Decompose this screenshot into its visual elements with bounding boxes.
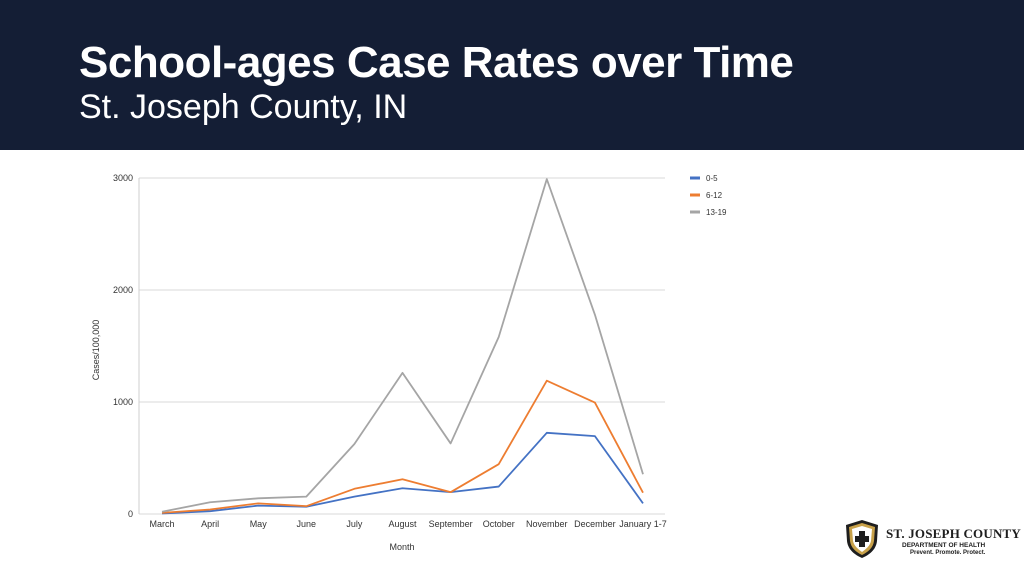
legend-label: 13-19 bbox=[706, 208, 727, 217]
x-tick-label: April bbox=[201, 519, 219, 529]
legend-label: 0-5 bbox=[706, 174, 718, 183]
series-line-13-19 bbox=[161, 178, 644, 513]
legend-label: 6-12 bbox=[706, 191, 723, 200]
grid-lines bbox=[138, 177, 665, 515]
x-tick-label: January 1-7 bbox=[619, 519, 667, 529]
series-line-6-12 bbox=[161, 379, 644, 514]
x-tick-label: December bbox=[574, 519, 616, 529]
y-tick-label: 0 bbox=[128, 509, 133, 519]
x-axis-ticks: March April May June July August September Octo… bbox=[149, 519, 666, 529]
x-axis-title: Month bbox=[389, 542, 414, 552]
x-tick-label: September bbox=[429, 519, 473, 529]
shield-icon bbox=[846, 520, 878, 558]
x-tick-label: October bbox=[483, 519, 515, 529]
logo-tagline: Prevent. Promote. Protect. bbox=[910, 550, 986, 556]
x-tick-label: June bbox=[297, 519, 317, 529]
slide-title: School-ages Case Rates over Time bbox=[79, 38, 794, 87]
y-tick-label: 1000 bbox=[113, 397, 133, 407]
line-chart: 0 1000 2000 3000 March April May June July Augus… bbox=[91, 173, 727, 552]
logo-department: DEPARTMENT OF HEALTH bbox=[902, 542, 986, 549]
slide-subtitle: St. Joseph County, IN bbox=[79, 88, 408, 126]
county-health-logo: ST. JOSEPH COUNTY DEPARTMENT OF HEALTH P… bbox=[844, 518, 1021, 562]
y-axis-title: Cases/100,000 bbox=[91, 320, 101, 381]
y-axis-ticks: 0 1000 2000 3000 bbox=[113, 173, 133, 519]
legend: 0-5 6-12 13-19 bbox=[690, 174, 727, 217]
x-tick-label: July bbox=[346, 519, 363, 529]
x-tick-label: August bbox=[388, 519, 417, 529]
y-tick-label: 3000 bbox=[113, 173, 133, 183]
x-tick-label: March bbox=[149, 519, 174, 529]
slide-header: School-ages Case Rates over Time St. Jos… bbox=[0, 0, 1024, 150]
x-tick-label: November bbox=[526, 519, 568, 529]
logo-name: ST. JOSEPH COUNTY bbox=[886, 526, 1021, 541]
series-lines bbox=[161, 178, 644, 515]
y-tick-label: 2000 bbox=[113, 285, 133, 295]
series-line-0-5 bbox=[161, 431, 644, 515]
x-tick-label: May bbox=[250, 519, 268, 529]
